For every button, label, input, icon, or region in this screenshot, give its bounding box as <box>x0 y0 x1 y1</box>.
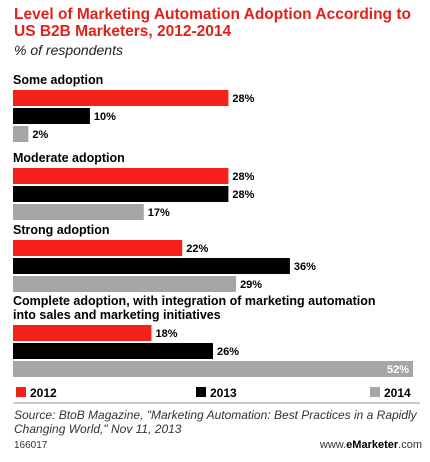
source-note: Source: BtoB Magazine, "Marketing Automa… <box>14 408 417 436</box>
bar-chart: Some adoption 28% 10% 2% Moderate adoption 28… <box>13 73 420 404</box>
category-label: Moderate adoption <box>13 151 125 165</box>
value-label: 52% <box>387 364 409 376</box>
value-label: 28% <box>232 189 254 201</box>
category-label: Some adoption <box>13 73 103 87</box>
value-label: 22% <box>186 243 208 255</box>
value-label: 2% <box>32 129 48 141</box>
bar-2013 <box>13 108 90 124</box>
bar-2012 <box>13 240 183 256</box>
legend-label: 2012 <box>30 386 57 400</box>
legend-label: 2014 <box>384 386 411 400</box>
legend-swatch-2012 <box>16 387 26 397</box>
chart-title: Level of Marketing Automation Adoption A… <box>14 6 411 40</box>
category-label: into sales and marketing initiatives <box>13 308 221 322</box>
bar-2014 <box>13 126 29 142</box>
brand-footer: www.eMarketer.com <box>320 439 422 451</box>
category-label: Complete adoption, with integration of m… <box>13 294 376 308</box>
bar-2014 <box>13 204 144 220</box>
value-label: 18% <box>155 328 177 340</box>
bar-2013 <box>13 343 213 359</box>
value-label: 28% <box>232 171 254 183</box>
legend-label: 2013 <box>210 386 237 400</box>
value-label: 26% <box>217 346 239 358</box>
bar-2014 <box>13 276 237 292</box>
value-label: 10% <box>94 111 116 123</box>
value-label: 29% <box>240 279 262 291</box>
chart-subtitle: % of respondents <box>14 42 123 58</box>
brand-suffix: .com <box>398 439 422 451</box>
chart-id: 166017 <box>14 440 48 451</box>
category-label: Strong adoption <box>13 223 110 237</box>
legend-swatch-2014 <box>370 387 380 397</box>
value-label: 36% <box>294 261 316 273</box>
bar-2013 <box>13 258 290 274</box>
bar-2012 <box>13 168 229 184</box>
bar-2014 <box>13 361 413 377</box>
bar-2012 <box>13 90 229 106</box>
legend-swatch-2013 <box>196 387 206 397</box>
brand-prefix: www. <box>319 439 347 451</box>
value-label: 28% <box>232 93 254 105</box>
bar-2013 <box>13 186 229 202</box>
value-label: 17% <box>148 207 170 219</box>
brand-name: eMarketer <box>346 439 399 451</box>
bar-2012 <box>13 325 152 341</box>
